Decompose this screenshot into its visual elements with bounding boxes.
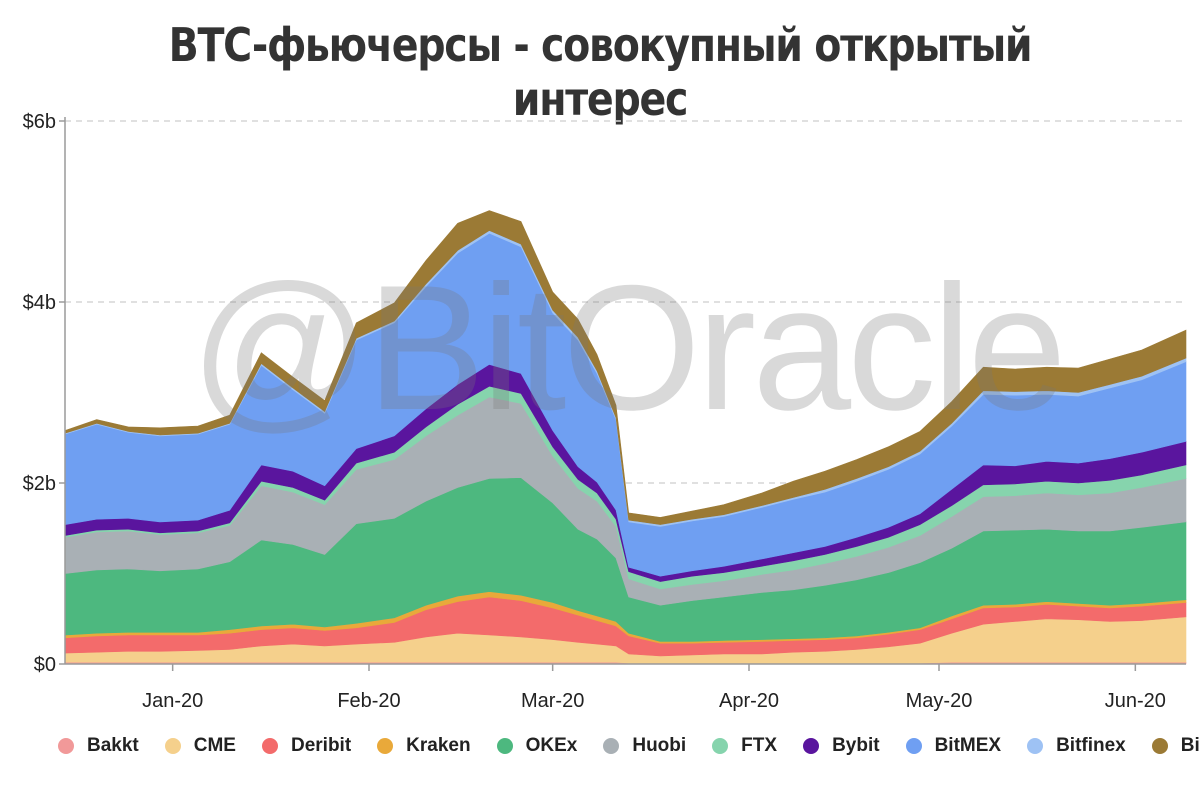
legend-item-kraken[interactable]: Kraken — [377, 735, 471, 757]
axes: $0 $2b $4b $6b Jan-20 Feb-20 Mar-20 Apr-20 May-2… — [23, 111, 1186, 712]
legend-label: BitMEX — [934, 735, 1002, 756]
y-tick-label: $4b — [23, 292, 56, 314]
legend: Bakkt CME Deribit Kraken OKEx Huobi FTX Bybit Bi… — [58, 732, 1200, 760]
legend-dot-icon — [905, 738, 922, 754]
x-tick-label: Feb-20 — [337, 690, 400, 712]
legend-item-ftx[interactable]: FTX — [712, 735, 777, 757]
legend-item-binance[interactable]: Binance — [1151, 735, 1200, 757]
legend-item-huobi[interactable]: Huobi — [603, 735, 686, 757]
legend-label: Huobi — [632, 735, 687, 756]
y-tick-label: $2b — [23, 473, 56, 495]
area-series-group — [64, 210, 1187, 665]
legend-dot-icon — [712, 738, 729, 754]
legend-item-bakkt[interactable]: Bakkt — [58, 735, 139, 757]
legend-dot-icon — [1027, 738, 1044, 754]
legend-item-deribit[interactable]: Deribit — [261, 735, 352, 757]
x-tick-label: Mar-20 — [521, 690, 584, 712]
legend-label: CME — [193, 735, 236, 756]
legend-label: Binance — [1180, 735, 1200, 756]
legend-dot-icon — [164, 738, 181, 754]
legend-item-bybit[interactable]: Bybit — [803, 735, 880, 757]
legend-label: OKEx — [525, 735, 578, 756]
x-tick-label: Jan-20 — [142, 690, 203, 712]
legend-label: Kraken — [406, 735, 471, 756]
legend-dot-icon — [1151, 738, 1168, 754]
legend-label: Deribit — [290, 735, 352, 756]
legend-item-bitmex[interactable]: BitMEX — [905, 735, 1002, 757]
legend-dot-icon — [58, 738, 74, 754]
legend-dot-icon — [803, 738, 820, 754]
legend-dot-icon — [261, 738, 278, 754]
legend-dot-icon — [377, 738, 394, 754]
y-tick-label: $6b — [23, 111, 56, 133]
legend-label: Bybit — [832, 735, 880, 756]
legend-dot-icon — [603, 738, 620, 754]
x-tick-label: Jun-20 — [1105, 690, 1166, 712]
legend-label: FTX — [741, 735, 778, 756]
chart-title: BTC-фьючерсы - совокупный открытый интер… — [168, 18, 1033, 126]
x-tick-label: May-20 — [906, 690, 973, 712]
legend-item-okex[interactable]: OKEx — [496, 735, 578, 757]
watermark: @BitOracle — [190, 248, 1067, 447]
legend-label: Bakkt — [87, 735, 139, 756]
area-binance — [64, 210, 1187, 525]
legend-item-cme[interactable]: CME — [164, 735, 236, 757]
legend-dot-icon — [496, 738, 513, 754]
y-tick-label: $0 — [34, 654, 56, 676]
x-tick-label: Apr-20 — [719, 690, 779, 712]
legend-label: Bitfinex — [1056, 735, 1126, 756]
legend-item-bitfinex[interactable]: Bitfinex — [1027, 735, 1126, 757]
